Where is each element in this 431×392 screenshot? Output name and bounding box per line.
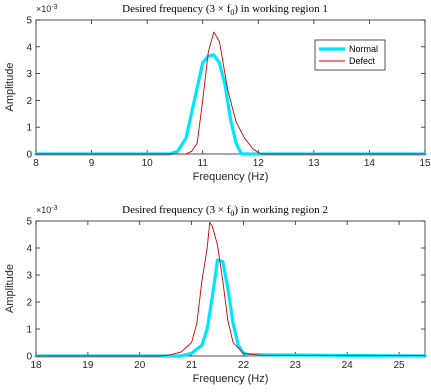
- y-tick-label: 2: [26, 96, 32, 107]
- legend: Normal Defect: [314, 39, 386, 71]
- y-tick-label: 4: [26, 244, 32, 255]
- series-line-normal: [34, 53, 427, 156]
- series-line-defect: [35, 31, 426, 155]
- series-line-defect: [35, 221, 426, 357]
- x-tick-label: 23: [290, 360, 302, 371]
- chart-panel-region-2: Desired frequency (3 × f0) in working re…: [4, 204, 427, 385]
- x-tick-label: 10: [142, 158, 154, 169]
- x-tick-label: 15: [419, 158, 431, 169]
- y-tick-label: 1: [26, 123, 32, 134]
- x-tick-label: 25: [394, 360, 406, 371]
- x-tick-label: 22: [238, 360, 250, 371]
- legend-label-normal: Normal: [349, 44, 378, 54]
- x-tick-label: 12: [253, 158, 265, 169]
- x-tick-label: 14: [364, 158, 376, 169]
- plot-area: [35, 220, 426, 357]
- x-axis-label: Frequency (Hz): [193, 373, 269, 385]
- x-tick-label: 18: [30, 360, 42, 371]
- y-tick-label: 0: [26, 352, 32, 363]
- y-tick-label: 2: [26, 298, 32, 309]
- x-tick-label: 21: [186, 360, 198, 371]
- chart-panel-region-1: Desired frequency (3 × f0) in working re…: [4, 3, 431, 183]
- x-tick-label: 24: [342, 360, 354, 371]
- y-tick-label: 5: [26, 16, 32, 27]
- x-tick-label: 8: [33, 158, 39, 169]
- legend-label-defect: Defect: [349, 56, 376, 66]
- series-layer: [34, 221, 427, 358]
- x-tick-label: 20: [134, 360, 146, 371]
- y-tick-label: 3: [26, 271, 32, 282]
- y-tick-label: 0: [26, 150, 32, 161]
- y-exponent-label: ×10-3: [36, 205, 58, 215]
- y-tick-label: 5: [26, 217, 32, 228]
- chart-title: Desired frequency (3 × f0) in working re…: [122, 3, 328, 17]
- x-tick-label: 19: [82, 360, 94, 371]
- y-tick-label: 4: [26, 42, 32, 53]
- x-tick-label: 13: [308, 158, 320, 169]
- chart-title: Desired frequency (3 × f0) in working re…: [122, 204, 328, 218]
- x-tick-label: 9: [89, 158, 95, 169]
- y-axis-label: Amplitude: [4, 264, 16, 313]
- y-tick-label: 3: [26, 69, 32, 80]
- x-axis-label: Frequency (Hz): [193, 171, 269, 183]
- legend-box: [314, 39, 386, 71]
- series-layer: [34, 31, 427, 156]
- y-axis-label: Amplitude: [4, 63, 16, 112]
- y-tick-label: 1: [26, 325, 32, 336]
- x-tick-label: 11: [198, 158, 209, 169]
- y-exponent-label: ×10-3: [36, 4, 58, 14]
